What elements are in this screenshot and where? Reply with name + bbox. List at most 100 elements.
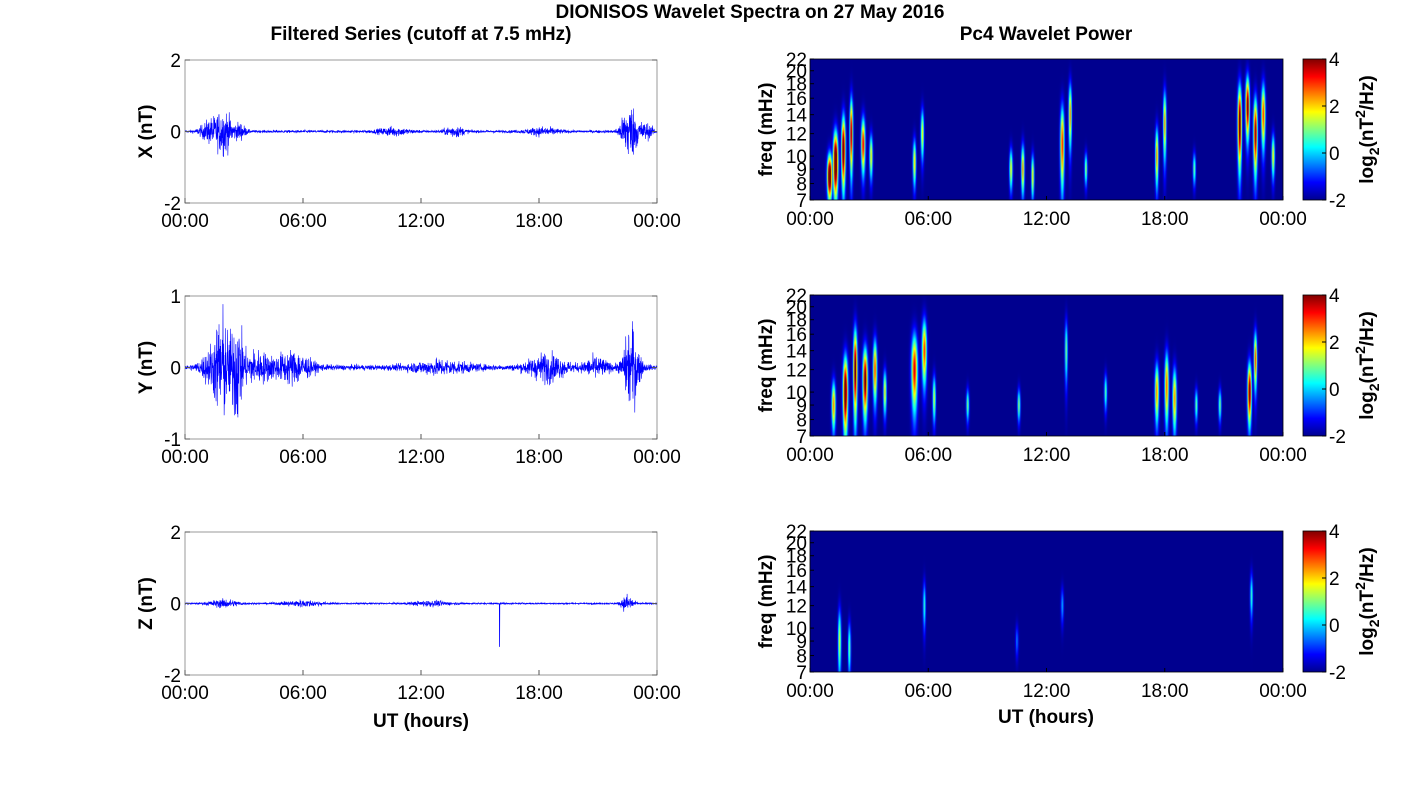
ytick-label: -2	[164, 666, 181, 687]
ylabel-y: Y (nT)	[136, 341, 157, 394]
colorbar-tick-label: -2	[1329, 191, 1346, 212]
colorbar-tick-label: -2	[1329, 427, 1346, 448]
xtick-label: 12:00	[1023, 209, 1071, 230]
ylabel-x: X (nT)	[136, 105, 157, 159]
xtick-label: 06:00	[904, 681, 952, 702]
ytick-label: 2	[170, 523, 181, 544]
xtick-label: 00:00	[1259, 209, 1307, 230]
xtick-label: 00:00	[161, 683, 209, 704]
ytick-label: 0	[170, 359, 181, 380]
ytick-label: 16	[786, 89, 807, 110]
ytick-label: 20	[786, 298, 807, 319]
colorbar-tick-label: 0	[1329, 144, 1340, 165]
ytick-label: 16	[786, 561, 807, 582]
xtick-label: 00:00	[161, 211, 209, 232]
ytick-label: 0	[170, 595, 181, 616]
xtick-label: 06:00	[279, 683, 327, 704]
ytick-label: 14	[786, 342, 808, 363]
xtick-label: 00:00	[633, 447, 681, 468]
ytick-label: 9	[796, 396, 807, 417]
xtick-label: 06:00	[904, 445, 952, 466]
xtick-label: 12:00	[1023, 445, 1071, 466]
ytick-label: 16	[786, 325, 807, 346]
xtick-label: 00:00	[1259, 445, 1307, 466]
colorbar-tick-label: 4	[1329, 522, 1340, 543]
ytick-label: 0	[170, 123, 181, 144]
ytick-label: 10	[786, 619, 807, 640]
xtick-label: 06:00	[279, 447, 327, 468]
colorbar-tick-label: 2	[1329, 569, 1340, 590]
colorbar-tick-label: -2	[1329, 663, 1346, 684]
series-line-y	[184, 304, 658, 418]
ytick-label: 7	[796, 427, 807, 448]
colorbar	[1302, 58, 1327, 201]
ytick-label: 22	[786, 286, 807, 307]
ytick-label: 7	[796, 191, 807, 212]
colorbar-tick-label: 0	[1329, 616, 1340, 637]
left-xlabel: UT (hours)	[373, 711, 469, 732]
xtick-label: 18:00	[1141, 445, 1189, 466]
left-column-title: Filtered Series (cutoff at 7.5 mHz)	[271, 24, 572, 45]
ytick-label: 22	[786, 50, 807, 71]
series-line-x	[184, 108, 658, 157]
xtick-label: 06:00	[904, 209, 952, 230]
ytick-label: 18	[786, 75, 807, 96]
series-panel-y: -1 0 1 00:00 06:00 12:00 18:00 00:00 Y (nT)	[136, 287, 681, 468]
colorbar	[1302, 530, 1327, 673]
figure-title: DIONISOS Wavelet Spectra on 27 May 2016	[556, 2, 945, 23]
power-map-y	[810, 295, 1283, 436]
ytick-label: 22	[786, 522, 807, 543]
colorbar-tick-label: 4	[1329, 286, 1340, 307]
series-panel-x: -2 0 2 00:00 06:00 12:00 18:00 00:00 X (nT)	[136, 51, 681, 232]
ytick-label: 20	[786, 534, 807, 555]
xtick-label: 00:00	[786, 681, 834, 702]
colorbar-tick-label: 0	[1329, 380, 1340, 401]
ylabel-freq: freq (mHz)	[756, 319, 777, 413]
right-xlabel: UT (hours)	[998, 707, 1094, 728]
ytick-label: 18	[786, 547, 807, 568]
xtick-label: 18:00	[1141, 681, 1189, 702]
ytick-label: -2	[164, 194, 181, 215]
xtick-label: 00:00	[786, 445, 834, 466]
ytick-label: 12	[786, 597, 807, 618]
ytick-label: 8	[796, 647, 807, 668]
ytick-label: 7	[796, 663, 807, 684]
ytick-label: 8	[796, 175, 807, 196]
xtick-label: 12:00	[397, 447, 445, 468]
xtick-label: 00:00	[633, 683, 681, 704]
xtick-label: 18:00	[515, 447, 563, 468]
colorbar-label: log2(nT2/Hz)	[1352, 547, 1382, 655]
colorbar-tick-label: 2	[1329, 97, 1340, 118]
ytick-label: 18	[786, 311, 807, 332]
xtick-label: 00:00	[633, 211, 681, 232]
ytick-label: 14	[786, 106, 808, 127]
ytick-label: 20	[786, 62, 807, 83]
xtick-label: 00:00	[786, 209, 834, 230]
xtick-label: 18:00	[1141, 209, 1189, 230]
xtick-label: 00:00	[1259, 681, 1307, 702]
colorbar-label: log2(nT2/Hz)	[1352, 75, 1382, 183]
xtick-label: 12:00	[397, 211, 445, 232]
ylabel-freq: freq (mHz)	[756, 83, 777, 177]
xtick-label: 12:00	[1023, 681, 1071, 702]
ylabel-freq: freq (mHz)	[756, 555, 777, 649]
ytick-label: 12	[786, 125, 807, 146]
colorbar	[1302, 294, 1327, 437]
ytick-label: 14	[786, 578, 808, 599]
xtick-label: 12:00	[397, 683, 445, 704]
power-map-x	[810, 59, 1283, 200]
ytick-label: 2	[170, 51, 181, 72]
ytick-label: 1	[170, 287, 181, 308]
power-map-z	[810, 531, 1283, 672]
ytick-label: 9	[796, 632, 807, 653]
series-line-z	[184, 593, 658, 647]
series-panel-z: -2 0 2 00:00 06:00 12:00 18:00 00:00 Z (nT)	[136, 523, 681, 704]
xtick-label: 18:00	[515, 683, 563, 704]
xtick-label: 06:00	[279, 211, 327, 232]
ytick-label: 10	[786, 147, 807, 168]
